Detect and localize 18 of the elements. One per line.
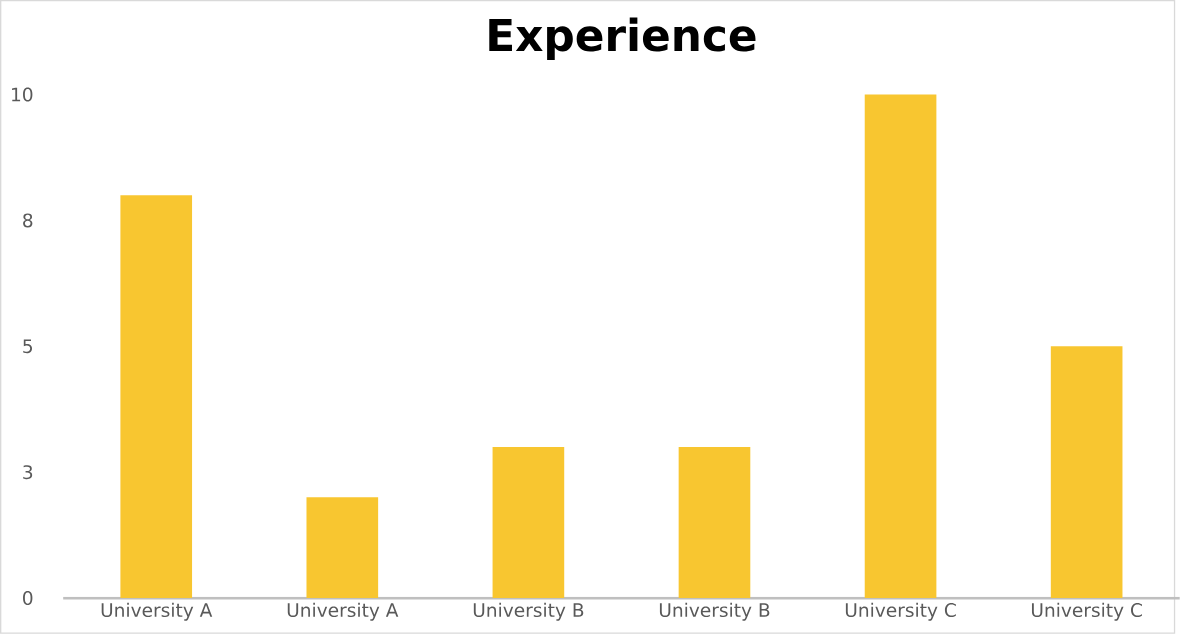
chart-title: Experience bbox=[489, 17, 756, 61]
y-tick-label: 5 bbox=[23, 339, 32, 354]
y-tick-label: 3 bbox=[23, 465, 33, 480]
x-tick-label: University C bbox=[845, 602, 956, 621]
x-tick-label: University B bbox=[473, 602, 584, 621]
y-tick-label: 8 bbox=[23, 213, 33, 228]
x-tick-label: University B bbox=[659, 602, 770, 621]
y-tick-label: 0 bbox=[23, 591, 33, 606]
bar bbox=[678, 447, 751, 599]
bar bbox=[492, 447, 565, 599]
x-tick-label: University A bbox=[287, 602, 399, 621]
bar bbox=[306, 497, 379, 599]
x-tick-label: University A bbox=[101, 602, 213, 621]
bar bbox=[120, 195, 193, 599]
bar bbox=[864, 94, 937, 599]
x-tick-label: University C bbox=[1031, 602, 1142, 621]
y-tick-label: 10 bbox=[12, 87, 33, 102]
bar bbox=[1050, 346, 1123, 599]
